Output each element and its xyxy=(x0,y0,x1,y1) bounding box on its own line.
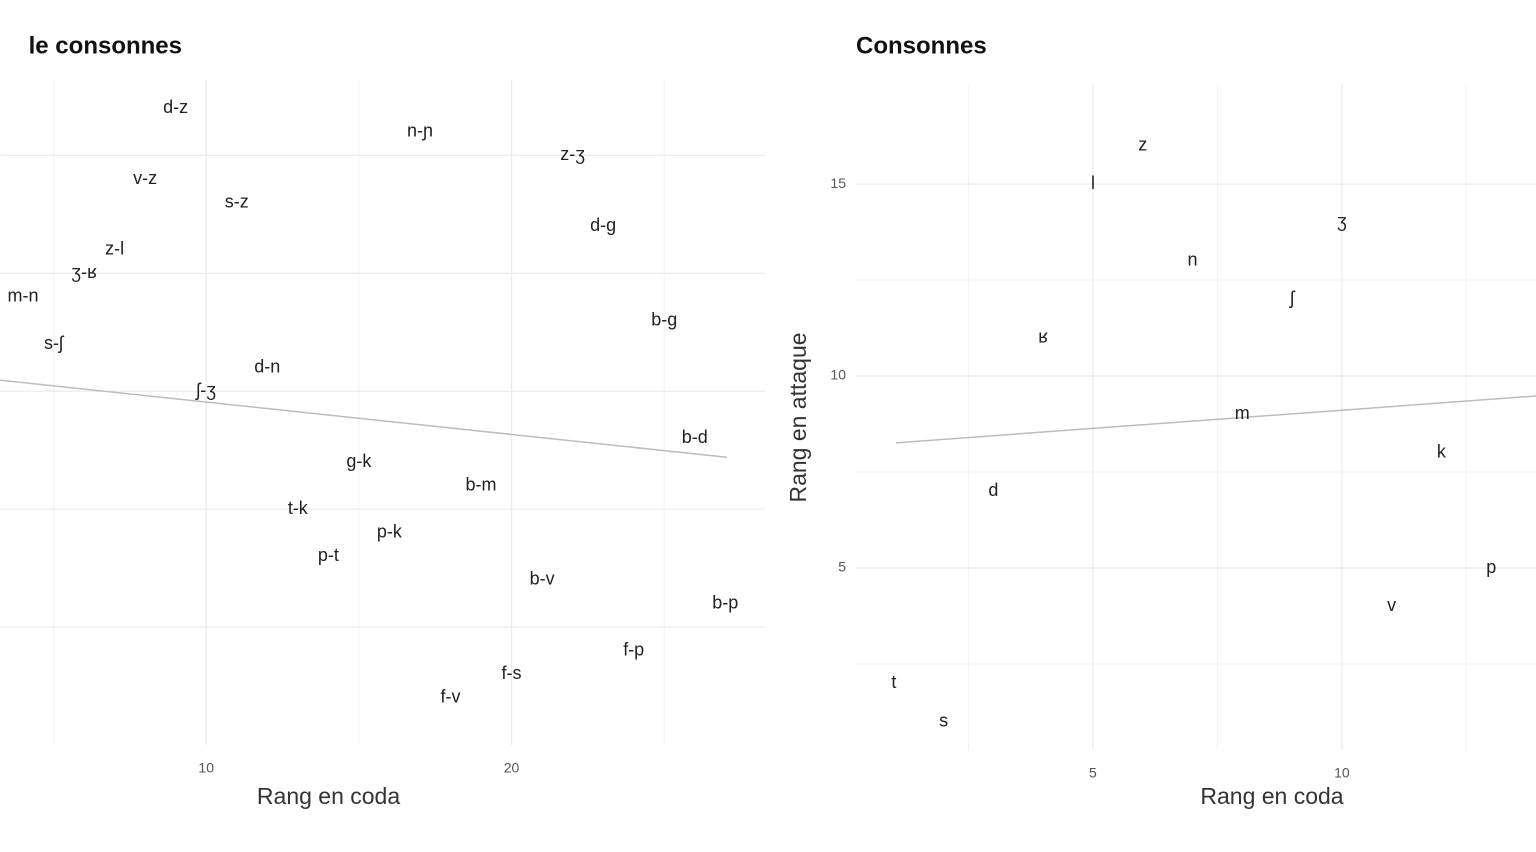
point-label: z-l xyxy=(105,239,124,259)
point-label: m-n xyxy=(8,286,39,306)
point-label: d xyxy=(988,480,998,500)
point-label: v xyxy=(1387,595,1396,615)
point-label: f-p xyxy=(623,639,644,659)
x-tick-label: 20 xyxy=(504,760,520,776)
point-label: ʒ xyxy=(1337,211,1347,231)
chart-title: le consonnes xyxy=(29,32,182,59)
point-label: g-k xyxy=(346,451,372,471)
point-label: s xyxy=(939,710,948,730)
point-label: ʃ xyxy=(1288,288,1296,308)
y-axis-title: Rang en attaque xyxy=(785,332,811,502)
point-label: ʃ-ʒ xyxy=(194,380,216,400)
y-tick-label: 5 xyxy=(838,559,846,575)
point-label: b-v xyxy=(530,569,555,589)
point-label: b-g xyxy=(651,309,677,329)
x-tick-label: 10 xyxy=(198,760,214,776)
point-label: f-s xyxy=(502,663,522,683)
point-label: n-ɲ xyxy=(407,121,433,141)
point-label: p-k xyxy=(377,522,403,542)
point-label: d-z xyxy=(163,97,188,117)
y-tick-label: 10 xyxy=(830,367,846,383)
y-tick-label: 15 xyxy=(830,175,846,191)
point-label: b-d xyxy=(682,427,708,447)
point-label: v-z xyxy=(133,168,157,188)
point-label: s-z xyxy=(225,191,249,211)
x-tick-label: 10 xyxy=(1334,765,1350,781)
point-label: m xyxy=(1235,403,1250,423)
x-axis-title: Rang en coda xyxy=(1200,783,1343,809)
point-label: t xyxy=(891,672,896,692)
point-label: z xyxy=(1138,134,1147,154)
trend-line xyxy=(0,379,727,459)
point-label: s-ʃ xyxy=(44,333,65,353)
chart-title: Consonnes xyxy=(856,32,987,59)
point-label: ʁ xyxy=(1038,326,1048,346)
point-label: d-g xyxy=(590,215,616,235)
point-label: p-t xyxy=(318,545,339,565)
point-label: k xyxy=(1437,442,1447,462)
point-label: t-k xyxy=(288,498,309,518)
point-label: p xyxy=(1486,557,1496,577)
x-tick-label: 5 xyxy=(1089,765,1097,781)
point-label: b-p xyxy=(712,592,738,612)
point-label: f-v xyxy=(440,687,460,707)
point-label: d-n xyxy=(254,356,280,376)
x-axis-title: Rang en coda xyxy=(257,783,400,809)
point-label: l xyxy=(1091,173,1095,193)
point-label: ʒ-ʁ xyxy=(71,262,97,282)
point-label: z-ʒ xyxy=(560,144,585,164)
point-label: b-m xyxy=(466,474,497,494)
trend-line xyxy=(895,395,1536,444)
point-label: n xyxy=(1188,250,1198,270)
